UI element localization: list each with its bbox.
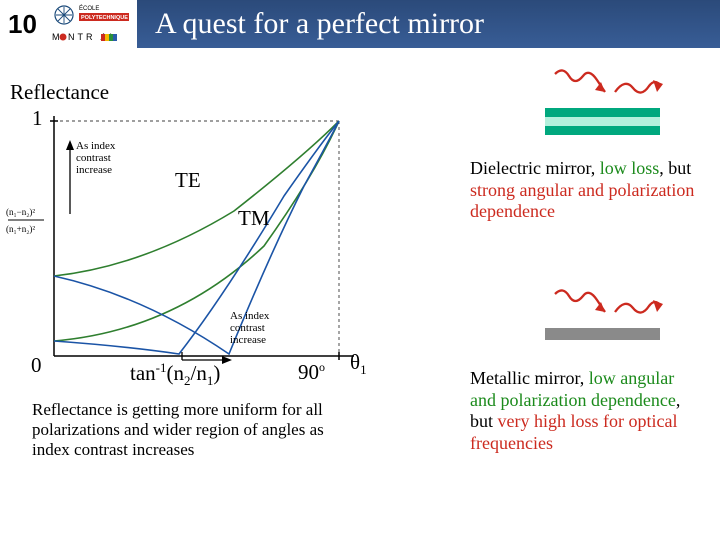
y-max-label: 1 [32,106,43,131]
index-note-top: As index contrast increase [76,140,136,176]
summary-text: Reflectance is getting more uniform for … [32,400,362,460]
svg-text:ÉCOLE: ÉCOLE [79,5,99,12]
te-label: TE [175,168,201,193]
slide-content: Reflectance 1 0 As index contrast increa… [0,48,720,540]
slide-header: 10 ÉCOLE POLYTECHNIQUE M NTR AL A quest … [0,0,720,48]
brewster-angle-label: tan-1(n2/n1) [130,360,220,389]
index-note-bottom: As index contrast increase [230,310,290,346]
dielectric-mirror-text: Dielectric mirror, low loss, but strong … [470,158,700,223]
institution-logo: ÉCOLE POLYTECHNIQUE M NTR AL [45,0,137,48]
brewster-tan: tan [130,361,156,385]
y-axis-title: Reflectance [10,80,109,105]
metallic-mirror-text: Metallic mirror, low angular and polariz… [470,368,700,454]
fresnel-fraction-icon: (n₁−n₂)² (n₁+n₂)² [6,203,48,237]
angle-90-label: 90o [298,360,325,385]
theta-label: θ1 [350,350,367,378]
x-min-label: 0 [31,353,42,378]
slide-title: A quest for a perfect mirror [137,7,720,41]
dielectric-mirror-diagram [535,68,665,138]
metallic-mirror-diagram [535,288,665,348]
slide-number: 10 [0,0,45,48]
svg-text:(n₁−n₂)²: (n₁−n₂)² [6,207,35,217]
tm-label: TM [238,206,270,231]
svg-text:(n₁+n₂)²: (n₁+n₂)² [6,224,35,234]
svg-text:POLYTECHNIQUE: POLYTECHNIQUE [81,15,128,21]
